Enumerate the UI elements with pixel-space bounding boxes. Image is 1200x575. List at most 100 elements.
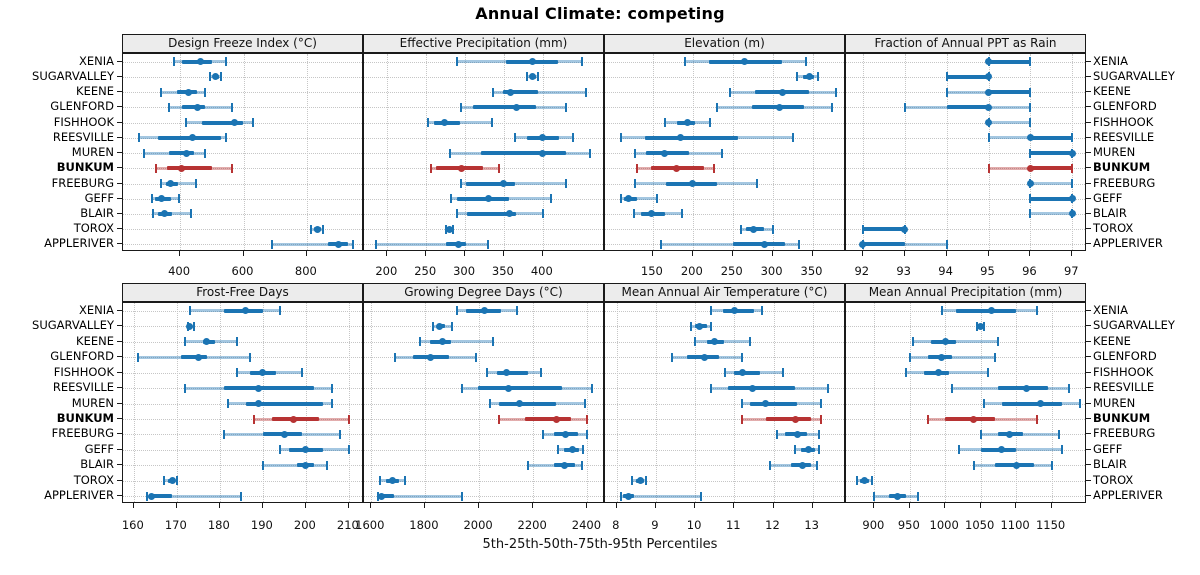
interval-end-cap <box>460 179 463 188</box>
station-label-left: GEFF <box>84 190 114 205</box>
y-axis-tick-left <box>117 402 122 404</box>
panel-strip-title: Growing Degree Days (°C) <box>404 285 563 299</box>
interval-end-cap <box>426 118 429 127</box>
station-label-left: MUREN <box>71 395 114 410</box>
interval-end-cap <box>987 133 990 143</box>
y-gridline <box>123 419 362 420</box>
interval-end-cap <box>713 163 716 173</box>
y-axis-tick-right <box>1086 121 1091 123</box>
station-label-right: BUNKUM <box>1093 160 1151 175</box>
interval-end-cap <box>236 337 238 347</box>
median-dot <box>507 88 515 96</box>
x-gridline <box>616 303 618 502</box>
interval-end-cap <box>450 194 453 204</box>
interval-25-75-box <box>765 417 811 421</box>
interval-end-cap <box>429 163 432 173</box>
x-axis-tick-label: 94 <box>938 264 953 278</box>
interval-end-cap <box>172 57 175 67</box>
x-gridline <box>692 54 694 250</box>
interval-25-75-box <box>988 59 1031 64</box>
interval-end-cap <box>776 429 779 439</box>
interval-end-cap <box>137 352 140 362</box>
y-gridline <box>605 153 844 154</box>
interval-end-cap <box>632 209 635 219</box>
median-dot <box>167 180 175 187</box>
plot-area <box>604 53 845 251</box>
median-dot <box>672 164 680 172</box>
interval-5-95-band <box>419 340 493 344</box>
median-dot <box>194 353 202 361</box>
y-axis-tick-left <box>117 325 122 327</box>
median-dot <box>647 210 655 218</box>
x-axis-tick-label: 2200 <box>517 518 547 532</box>
x-axis-tick <box>615 503 617 508</box>
x-axis-tick-label: 150 <box>640 264 663 278</box>
interval-end-cap <box>631 476 634 486</box>
interval-end-cap <box>460 102 463 112</box>
interval-end-cap <box>184 383 187 393</box>
x-axis-tick <box>347 503 349 508</box>
y-gridline <box>605 403 844 405</box>
panel-strip: Elevation (m) <box>604 34 845 53</box>
interval-end-cap <box>376 491 379 501</box>
station-label-left: TOROX <box>73 221 114 236</box>
median-dot <box>335 240 343 248</box>
x-axis-tick-label: 210 <box>336 518 359 532</box>
interval-end-cap <box>394 352 397 362</box>
interval-end-cap <box>715 102 718 112</box>
y-gridline <box>364 326 603 328</box>
y-gridline <box>364 61 603 63</box>
interval-end-cap <box>768 460 771 470</box>
y-axis-tick-right <box>1086 464 1091 466</box>
interval-end-cap <box>755 179 758 188</box>
y-gridline <box>123 137 362 139</box>
x-axis-tick <box>502 251 504 256</box>
x-axis-tick-label: 1600 <box>355 518 385 532</box>
panel-strip-title: Fraction of Annual PPT as Rain <box>874 36 1057 50</box>
interval-25-75-box <box>945 417 995 421</box>
median-dot <box>660 149 668 157</box>
median-dot <box>189 134 197 142</box>
plot-area <box>122 53 363 251</box>
x-axis-tick-label: 200 <box>375 264 398 278</box>
interval-end-cap <box>741 414 744 424</box>
median-dot <box>505 210 513 218</box>
median-dot <box>502 369 510 377</box>
interval-end-cap <box>771 224 774 234</box>
interval-end-cap <box>1029 87 1032 97</box>
x-axis-tick-label: 8 <box>612 518 620 532</box>
interval-end-cap <box>374 239 377 249</box>
x-axis-tick <box>979 503 981 508</box>
y-gridline <box>605 92 844 94</box>
y-axis-tick-right <box>1086 212 1091 214</box>
interval-end-cap <box>987 163 990 173</box>
interval-end-cap <box>819 414 822 424</box>
x-gridline <box>479 303 481 502</box>
median-dot <box>552 415 560 423</box>
interval-end-cap <box>541 209 544 219</box>
median-dot <box>186 322 194 330</box>
x-axis-tick-label: 9 <box>651 518 659 532</box>
interval-end-cap <box>1036 414 1039 424</box>
x-gridline <box>874 303 876 502</box>
station-label-left: GLENFORD <box>50 349 114 364</box>
y-axis-tick-left <box>117 197 122 199</box>
y-gridline <box>605 122 844 124</box>
x-axis-tick-label: 1100 <box>1000 518 1030 532</box>
y-gridline <box>123 372 362 374</box>
y-gridline <box>605 465 844 467</box>
median-dot <box>1026 180 1034 187</box>
station-label-right: FISHHOOK <box>1093 114 1154 129</box>
station-label-right: MUREN <box>1093 395 1136 410</box>
y-axis-tick-left <box>117 121 122 123</box>
interval-25-75-box <box>988 90 1031 95</box>
y-gridline <box>846 326 1085 328</box>
station-label-left: SUGARVALLEY <box>32 318 114 333</box>
x-axis-tick-label: 200 <box>680 264 703 278</box>
median-dot <box>484 195 492 203</box>
panel-strip: Effective Precipitation (mm) <box>363 34 604 53</box>
interval-25-75-box <box>980 447 1017 452</box>
interval-end-cap <box>456 209 459 219</box>
interval-end-cap <box>903 102 906 112</box>
y-gridline <box>123 496 362 498</box>
